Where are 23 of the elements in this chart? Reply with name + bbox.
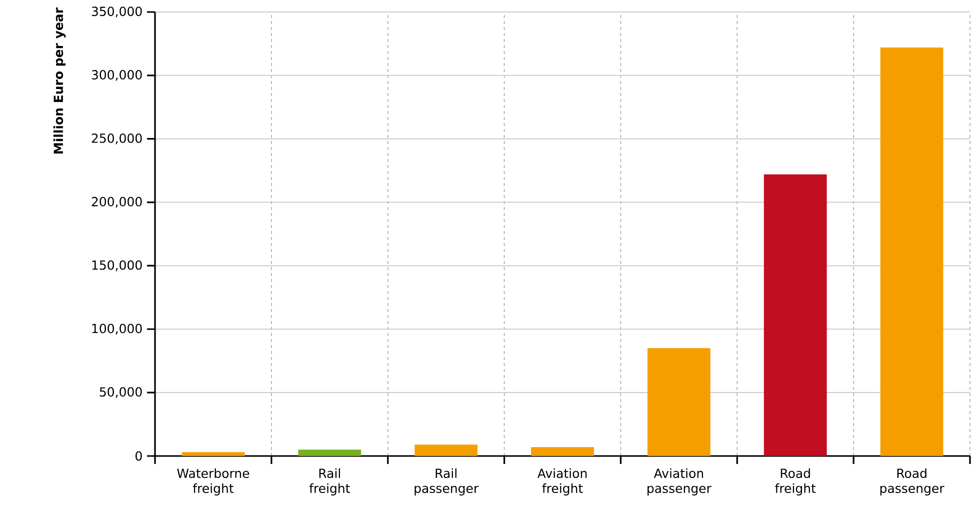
x-tick-label: Waterborne freight [177, 468, 250, 496]
bar [182, 452, 245, 456]
y-tick-label: 250,000 [92, 133, 142, 144]
bar [647, 348, 710, 456]
y-tick-label: 50,000 [100, 387, 142, 398]
x-tick-label: Rail freight [309, 468, 350, 496]
y-axis-title: Million Euro per year [53, 8, 66, 154]
y-tick-label: 300,000 [92, 70, 142, 81]
y-tick-label: 200,000 [92, 196, 142, 208]
x-tick-label: Aviation passenger [648, 468, 712, 496]
x-tick-label: Aviation freight [537, 468, 587, 496]
y-tick-label: 350,000 [92, 6, 142, 18]
bar [531, 447, 594, 456]
y-tick-label: 150,000 [92, 260, 142, 272]
bar [414, 444, 478, 456]
bar [298, 450, 362, 456]
x-tick-label: Road passenger [880, 468, 944, 496]
bar [764, 174, 827, 456]
x-tick-label: Rail passenger [414, 468, 479, 496]
x-tick-label: Road freight [775, 468, 816, 496]
y-tick-label: 0 [136, 451, 142, 461]
bar [880, 48, 944, 456]
y-tick-label: 100,000 [92, 324, 142, 334]
